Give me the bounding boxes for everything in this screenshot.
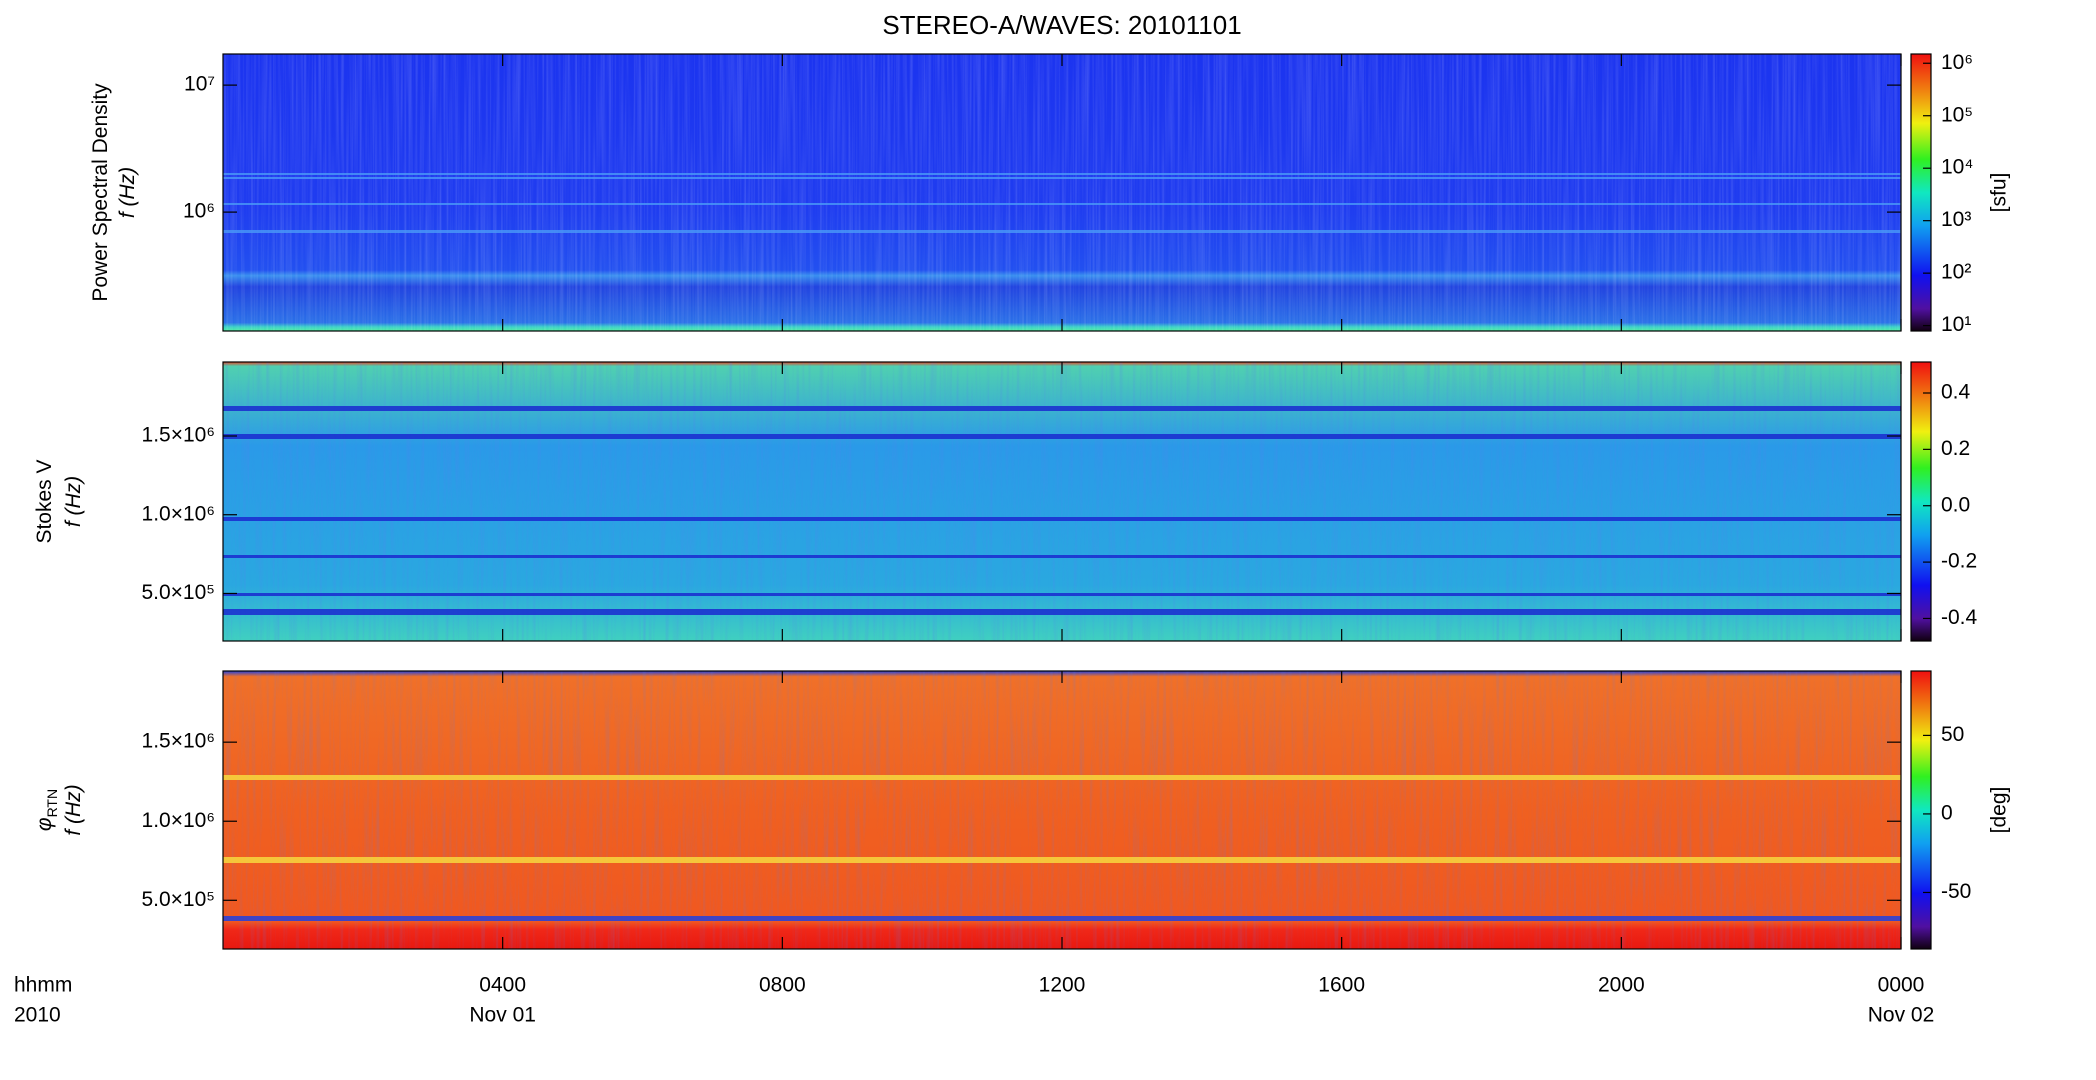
band-lines [223, 173, 1901, 233]
colorbar-label: [deg] [1988, 787, 2011, 834]
x-tick-label: 0400 [479, 974, 526, 997]
colorbar [1910, 670, 1932, 950]
texture [223, 362, 1901, 641]
colorbar [1910, 361, 1932, 642]
colorbar-tick-label: -50 [1941, 880, 1971, 903]
colorbar-tick-label: -0.4 [1941, 606, 1978, 629]
x-tick-label: 0000 [1878, 974, 1925, 997]
y-axis-label: f (Hz) [62, 784, 85, 835]
colorbar-tick-label: 10² [1941, 261, 1971, 284]
x-tick-label: 1600 [1318, 974, 1365, 997]
chart-title: STEREO-A/WAVES: 20101101 [882, 10, 1241, 40]
y-axis-label: f (Hz) [62, 476, 85, 527]
y-tick-label: 1.5×10⁶ [142, 730, 215, 753]
y-axis-label: φRTN [33, 789, 60, 831]
y-axis-label-part: f (Hz) [62, 784, 85, 835]
colorbar-tick-label: 0 [1941, 801, 1953, 824]
y-axis-label-subscript: RTN [44, 789, 60, 818]
texture [223, 671, 1901, 949]
texture [223, 54, 1901, 331]
y-tick-label: 5.0×10⁵ [141, 888, 215, 911]
y-axis-label-part: Stokes V [33, 459, 56, 543]
colorbar-tick-label: 10⁶ [1941, 51, 1973, 74]
y-axis-label-part: f (Hz) [62, 476, 85, 527]
colorbar-tick-label: 0.4 [1941, 381, 1971, 404]
y-axis-label-part: Power Spectral Density [89, 83, 112, 302]
x-tick-label: 1200 [1039, 974, 1086, 997]
y-axis-label: f (Hz) [116, 167, 139, 218]
y-tick-label: 1.0×10⁶ [142, 502, 215, 525]
colorbar [1910, 53, 1932, 332]
axes: STEREO-A/WAVES: 20101101 10⁶ 10⁷ Power Spec… [14, 10, 2011, 1027]
colorbar-tick-label: 10⁵ [1941, 103, 1973, 126]
colorbar-tick-label: 10¹ [1941, 313, 1971, 336]
colorbar-tick-label: 10⁴ [1941, 156, 1973, 179]
colorbar-tick-label: 0.2 [1941, 437, 1970, 460]
x-tick-label: 0800 [759, 974, 806, 997]
x-tick-label: 2000 [1598, 974, 1645, 997]
x-date-label: Nov 01 [469, 1004, 536, 1027]
y-tick-label: 1.5×10⁶ [142, 424, 215, 447]
spectrogram-images [223, 54, 1901, 949]
band-lines [223, 406, 1901, 615]
colorbar-label: [sfu] [1988, 173, 2011, 213]
y-tick-label: 10⁷ [184, 73, 215, 96]
x-axis-label: 2010 [14, 1004, 61, 1027]
y-axis-label: Stokes V [33, 459, 56, 543]
y-tick-label: 10⁶ [183, 200, 215, 223]
y-tick-label: 1.0×10⁶ [142, 809, 215, 832]
x-axis-label: hhmm [14, 974, 72, 997]
y-axis-label: Power Spectral Density [89, 83, 112, 302]
x-date-label: Nov 02 [1868, 1004, 1935, 1027]
y-axis-label-part: φ [33, 817, 56, 831]
colorbar-tick-label: 0.0 [1941, 493, 1970, 516]
colorbar-tick-label: 10³ [1941, 208, 1971, 231]
colorbar-tick-label: 50 [1941, 723, 1964, 746]
band-lines [223, 775, 1901, 921]
colorbar-tick-label: -0.2 [1941, 550, 1977, 573]
y-tick-label: 5.0×10⁵ [141, 581, 215, 604]
y-axis-label-part: f (Hz) [116, 167, 139, 218]
